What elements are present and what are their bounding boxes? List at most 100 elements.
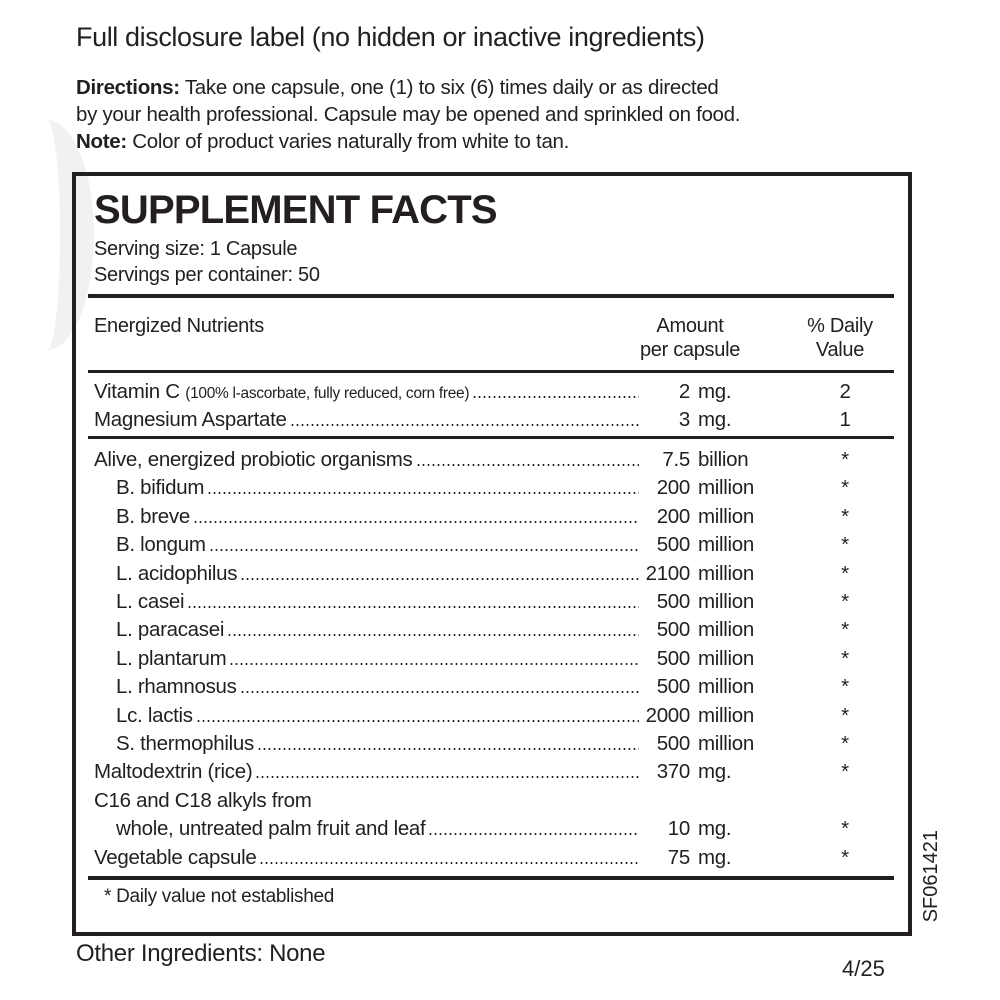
daily-value: * [841, 732, 849, 755]
unit: mg. [698, 380, 732, 403]
dot-leader [428, 832, 639, 837]
nutrient-name: B. breve [116, 504, 190, 528]
disclosure-title: Full disclosure label (no hidden or inac… [76, 22, 705, 52]
nutrient-row: Lc. lactis 2000 million * [94, 700, 890, 728]
footnote: * Daily value not established [104, 886, 334, 907]
nutrient-name: Maltodextrin (rice) [94, 760, 253, 784]
dot-leader [415, 463, 639, 467]
daily-value: * [841, 646, 849, 670]
daily-value: 2 [839, 380, 851, 403]
divider-thick [88, 294, 894, 298]
dot-leader [240, 576, 639, 581]
amount: 500 [656, 590, 691, 613]
nutrient-name: L. paracasei [116, 618, 225, 642]
nutrient-row: L. casei 500 million * [94, 586, 890, 614]
directions-line-1: Directions: Take one capsule, one (1) to… [76, 76, 719, 100]
nutrient-row: B. breve 200 million * [94, 501, 890, 529]
daily-value: * [841, 703, 849, 727]
daily-value: * [841, 817, 849, 841]
divider-header [88, 370, 894, 373]
nutrient-row: L. acidophilus 2100 million * [94, 558, 890, 586]
unit: million [698, 504, 754, 528]
unit: million [698, 732, 754, 755]
amount: 500 [656, 675, 691, 699]
nutrient-name: L. acidophilus [116, 561, 238, 585]
dot-leader [255, 775, 639, 780]
daily-value: * [841, 618, 849, 642]
nutrient-name: B. longum [116, 533, 206, 557]
dot-leader [289, 423, 639, 427]
unit: million [698, 590, 754, 613]
nutrient-row: L. paracasei 500 million * [94, 614, 890, 642]
daily-value: * [841, 533, 849, 557]
dot-leader [256, 747, 639, 751]
daily-value: 1 [839, 408, 851, 431]
dv-header-line1: % Daily [807, 315, 873, 337]
nutrient-row: Alive, energized probiotic organisms 7.5 b… [94, 444, 890, 472]
unit: mg. [698, 408, 732, 431]
nutrient-note: (100% l-ascorbate, fully reduced, corn f… [185, 385, 470, 402]
dot-leader [472, 395, 639, 399]
nutrient-row: L. plantarum 500 million * [94, 643, 890, 671]
nutrient-name: whole, untreated palm fruit and leaf [116, 817, 426, 841]
amount-header-line1: Amount [656, 315, 724, 337]
nutrient-name: L. plantarum [116, 646, 227, 670]
unit: million [698, 618, 754, 642]
unit: million [698, 703, 754, 727]
nutrient-name: Vitamin C (100% l-ascorbate, fully reduc… [94, 380, 470, 403]
unit: million [698, 476, 754, 500]
directions-line-2: by your health professional. Capsule may… [76, 103, 741, 126]
unit: million [698, 646, 754, 670]
nutrient-row: Vegetable capsule 75 mg. * [94, 842, 890, 870]
nutrient-name: Vegetable capsule [94, 845, 257, 869]
note-line: Note: Color of product varies naturally … [76, 130, 569, 154]
amount: 75 [667, 845, 691, 869]
unit: mg. [698, 845, 732, 869]
dot-leader [192, 519, 639, 524]
amount: 200 [656, 476, 691, 500]
daily-value: * [841, 845, 849, 869]
dot-leader [259, 860, 639, 865]
nutrient-row: Magnesium Aspartate 3 mg. 1 [94, 404, 890, 432]
dot-leader [208, 548, 639, 553]
column-header-nutrient: Energized Nutrients [94, 315, 264, 337]
amount-header-line2: per capsule [639, 339, 741, 361]
nutrient-row: B. bifidum 200 million * [94, 472, 890, 500]
amount: 7.5 [662, 448, 690, 471]
supplement-facts-box [72, 172, 912, 936]
nutrient-row: Maltodextrin (rice) 370 mg. * [94, 756, 890, 784]
nutrient-name: S. thermophilus [116, 732, 254, 755]
nutrient-name: Magnesium Aspartate [94, 408, 287, 431]
nutrient-row: S. thermophilus 500 million * [94, 728, 890, 756]
nutrient-row: whole, untreated palm fruit and leaf 10 mg… [94, 813, 890, 841]
amount: 500 [656, 646, 691, 670]
nutrient-row: L. rhamnosus 500 million * [94, 671, 890, 699]
daily-value: * [841, 675, 849, 699]
note-label: Note: [76, 130, 127, 153]
amount: 2000 [645, 703, 691, 727]
nutrient-name: Alive, energized probiotic organisms [94, 448, 413, 471]
nutrient-name: L. rhamnosus [116, 675, 237, 699]
daily-value: * [841, 760, 849, 784]
daily-value: * [841, 561, 849, 585]
divider-vitamins [88, 436, 894, 439]
daily-value: * [841, 504, 849, 528]
amount: 370 [656, 760, 691, 784]
amount: 2 [678, 380, 690, 403]
nutrient-row: Vitamin C (100% l-ascorbate, fully reduc… [94, 376, 890, 404]
column-header-daily-value: % Daily Value [785, 314, 895, 362]
dot-leader [229, 661, 639, 666]
amount: 2100 [645, 561, 691, 585]
dot-leader [187, 605, 639, 609]
daily-value: * [841, 590, 849, 613]
nutrient-name: C16 and C18 alkyls from [94, 788, 312, 812]
column-header-amount: Amount per capsule [610, 314, 770, 362]
date-code: 4/25 [842, 956, 885, 981]
label-code: SF061421 [920, 830, 942, 923]
nutrient-name: Lc. lactis [116, 703, 193, 727]
dot-leader [227, 633, 639, 638]
daily-value: * [841, 448, 849, 471]
unit: mg. [698, 760, 732, 784]
unit: billion [698, 448, 749, 471]
unit: million [698, 533, 754, 557]
